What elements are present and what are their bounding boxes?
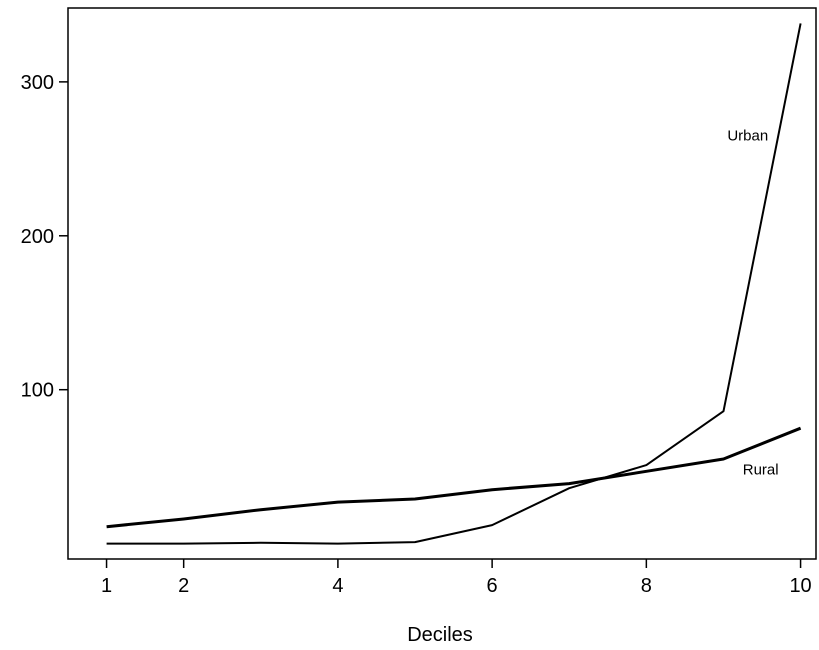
series-line-rural (106, 426, 802, 529)
x-axis-title: Deciles (407, 624, 473, 646)
y-tick-label: 100 (21, 380, 54, 402)
series-label-urban: Urban (727, 127, 768, 144)
y-tick-label: 300 (21, 72, 54, 94)
y-axis: 100 200 300 (21, 72, 68, 402)
series-layer: Urban Rural (106, 23, 802, 545)
series-label-rural: Rural (743, 461, 779, 478)
x-tick-label: 6 (487, 575, 498, 597)
series-line-urban (106, 23, 802, 545)
x-axis: 1 2 4 6 8 10 (101, 559, 812, 597)
plot-frame (67, 7, 817, 560)
x-tick-label: 1 (101, 575, 112, 597)
x-tick-label: 8 (641, 575, 652, 597)
y-tick-label: 200 (21, 226, 54, 248)
x-tick-label: 10 (789, 575, 811, 597)
x-tick-label: 2 (178, 575, 189, 597)
x-tick-label: 4 (332, 575, 343, 597)
